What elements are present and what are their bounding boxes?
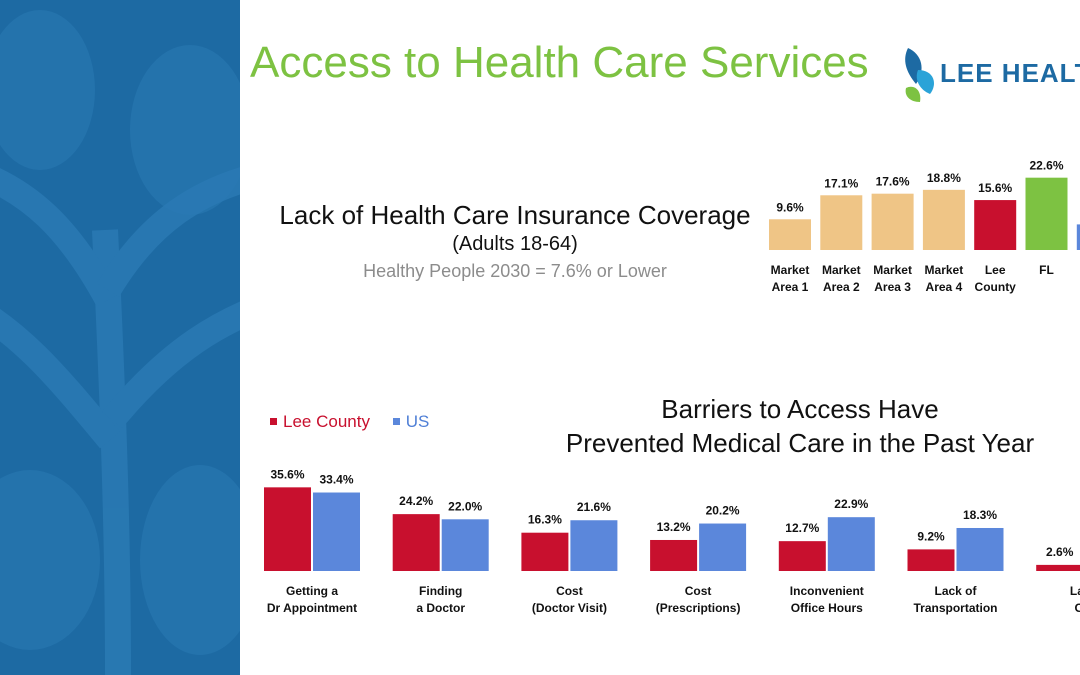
barrier-bar-lee-6: [1036, 564, 1080, 571]
legend-item-lee-county: Lee County: [270, 412, 370, 432]
insurance-bar-4: [974, 200, 1017, 250]
barrier-category-label-4: Office Hours: [791, 601, 863, 615]
tree-watermark-graphic: [0, 10, 240, 675]
barrier-category-label-5: Transportation: [913, 601, 997, 615]
barrier-bar-us-0: [313, 492, 360, 571]
insurance-bar-3: [922, 189, 965, 250]
barrier-value-label-lee-2: 16.3%: [528, 513, 562, 527]
legend-swatch-us: [392, 418, 400, 425]
barrier-bar-us-2: [570, 520, 618, 571]
leaf-logo-icon: [905, 48, 934, 102]
legend-swatch-lee-county: [270, 418, 277, 425]
insurance-value-label-4: 15.6%: [978, 181, 1012, 195]
legend-item-us: US: [392, 411, 430, 432]
barrier-category-label-2: Cost: [556, 584, 583, 598]
insurance-chart-title: Lack of Health Care Insurance Coverage: [279, 200, 751, 230]
insurance-value-label-3: 18.8%: [927, 171, 961, 185]
barrier-bar-us-3: [699, 523, 747, 571]
barrier-category-label-0: Getting a: [286, 584, 338, 598]
insurance-value-label-1: 17.1%: [824, 176, 858, 190]
insurance-category-label-3: Market: [925, 263, 964, 277]
barrier-category-label-6: Lang: [1070, 584, 1080, 598]
barrier-bar-lee-2: [521, 532, 569, 571]
barrier-bar-us-5: [956, 527, 1004, 571]
barrier-category-label-4: Inconvenient: [790, 584, 864, 598]
barrier-value-label-us-3: 20.2%: [706, 504, 740, 518]
barrier-value-label-lee-3: 13.2%: [657, 520, 691, 534]
barrier-bar-us-1: [441, 519, 489, 571]
barrier-category-label-6: Cul: [1075, 601, 1080, 615]
barrier-value-label-us-5: 18.3%: [963, 508, 997, 522]
barrier-bar-us-4: [827, 517, 875, 571]
insurance-category-label-4: Lee: [985, 263, 1006, 277]
legend-label-lee-county: Lee County: [283, 411, 370, 431]
barrier-value-label-us-2: 21.6%: [577, 500, 611, 514]
barrier-value-label-us-1: 22.0%: [448, 499, 482, 513]
insurance-chart-subtitle: (Adults 18-64): [452, 233, 578, 255]
barrier-bar-lee-5: [907, 549, 955, 571]
insurance-category-label-2: Area 3: [874, 280, 911, 294]
barrier-value-label-lee-4: 12.7%: [785, 521, 819, 535]
barrier-category-label-0: Dr Appointment: [267, 601, 357, 615]
barrier-bar-lee-1: [392, 514, 440, 571]
legend-label-us: US: [405, 411, 430, 431]
insurance-category-label-1: Area 2: [823, 280, 860, 294]
barriers-title-line-1: Barriers to Access Have: [661, 394, 939, 424]
insurance-bar-5: [1025, 177, 1068, 250]
barrier-value-label-lee-1: 24.2%: [399, 494, 433, 508]
insurance-value-label-2: 17.6%: [876, 175, 910, 189]
insurance-bar-2: [871, 193, 914, 250]
barrier-value-label-lee-0: 35.6%: [270, 467, 304, 481]
barrier-value-label-us-0: 33.4%: [319, 473, 353, 487]
barrier-category-label-5: Lack of: [934, 584, 977, 598]
barrier-bar-lee-3: [650, 539, 698, 571]
insurance-bar-1: [820, 195, 863, 250]
insurance-category-label-5: FL: [1039, 263, 1054, 277]
barriers-legend: Lee County US: [270, 410, 447, 432]
insurance-category-label-4: County: [975, 280, 1017, 294]
barrier-category-label-2: (Doctor Visit): [532, 601, 607, 615]
barrier-category-label-1: a Doctor: [416, 601, 465, 615]
barriers-chart-title: Barriers to Access Have Prevented Medica…: [540, 392, 1060, 460]
barrier-bar-lee-0: [264, 487, 311, 571]
barrier-value-label-lee-5: 9.2%: [917, 529, 945, 543]
barrier-category-label-3: Cost: [685, 584, 712, 598]
barrier-value-label-lee-6: 2.6%: [1046, 545, 1074, 559]
insurance-category-label-1: Market: [822, 263, 861, 277]
insurance-category-label-0: Area 1: [772, 280, 809, 294]
barrier-category-label-3: (Prescriptions): [656, 601, 741, 615]
lee-health-logo: LEE HEALTH: [900, 40, 1080, 106]
insurance-value-label-0: 9.6%: [776, 200, 804, 214]
insurance-category-label-2: Market: [873, 263, 912, 277]
barrier-bar-lee-4: [778, 541, 826, 571]
page-title: Access to Health Care Services: [250, 38, 869, 87]
healthy-people-target: Healthy People 2030 = 7.6% or Lower: [363, 261, 667, 281]
insurance-value-label-5: 22.6%: [1029, 159, 1063, 173]
insurance-category-label-3: Area 4: [926, 280, 963, 294]
logo-text: LEE HEALTH: [940, 58, 1080, 88]
barrier-category-label-1: Finding: [419, 584, 462, 598]
barriers-title-line-2: Prevented Medical Care in the Past Year: [565, 428, 1035, 458]
barrier-value-label-us-4: 22.9%: [834, 497, 868, 511]
decorative-side-panel: [0, 0, 240, 675]
